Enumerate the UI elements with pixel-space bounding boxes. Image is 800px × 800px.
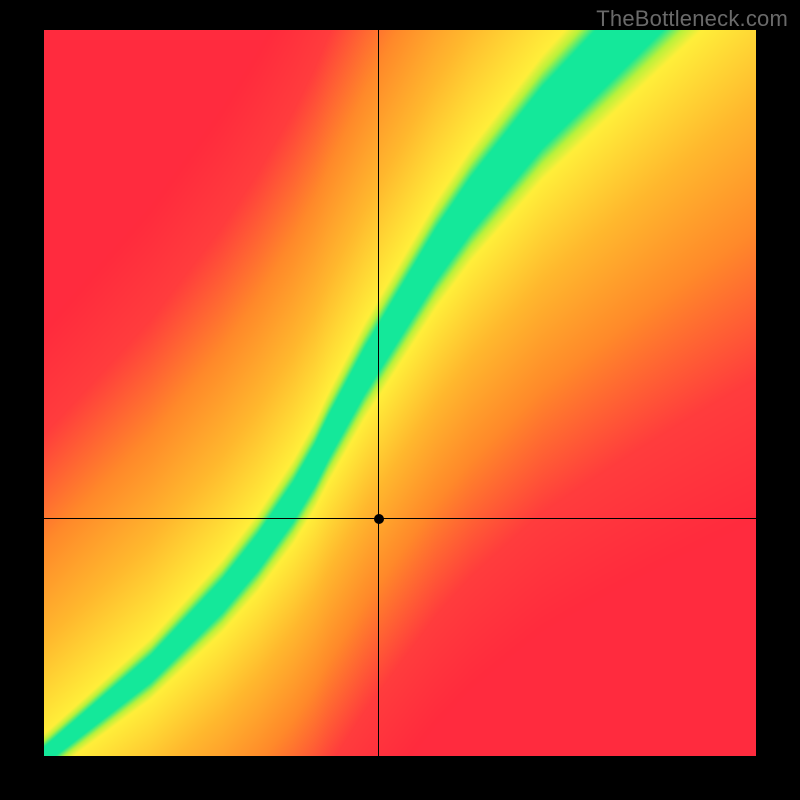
heatmap-canvas: [44, 30, 756, 756]
crosshair-vertical: [378, 30, 379, 756]
crosshair-horizontal: [44, 518, 756, 519]
watermark-text: TheBottleneck.com: [596, 6, 788, 32]
bottleneck-heatmap: [44, 30, 756, 756]
crosshair-marker: [374, 514, 384, 524]
